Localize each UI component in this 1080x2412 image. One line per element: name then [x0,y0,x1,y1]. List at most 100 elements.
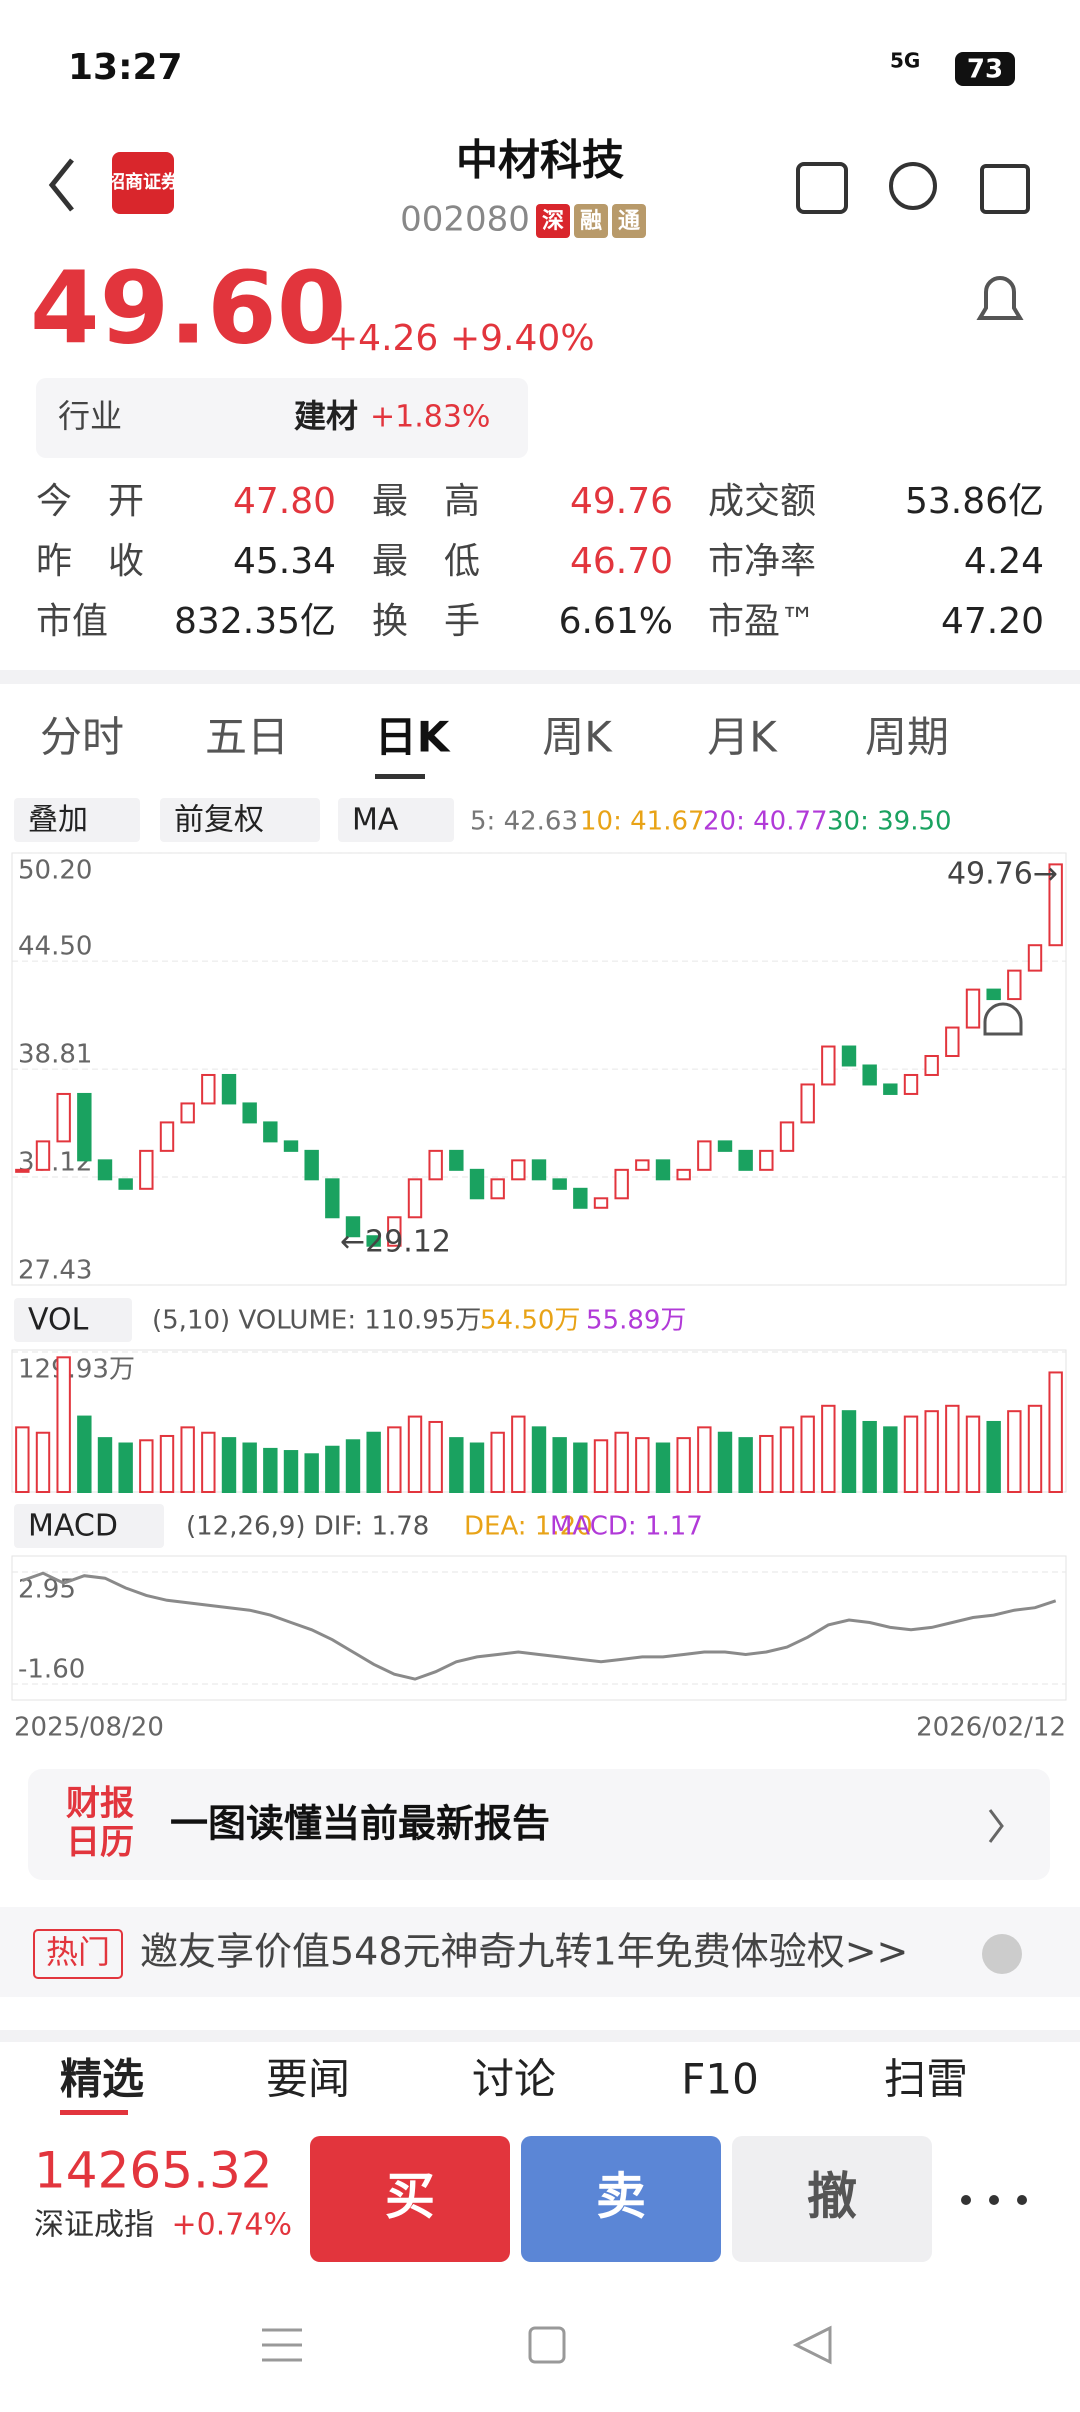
candle [1027,944,1043,972]
toolbar-item[interactable]: 前复权 [174,803,264,838]
candle [325,1178,340,1219]
candle [965,988,981,1029]
chart-tab[interactable]: 分时 [40,713,124,762]
volume-bar [924,1410,939,1493]
close-icon[interactable] [982,1934,1022,1974]
toolbar-item[interactable]: 叠加 [28,803,88,838]
stat-label: 市净率 [708,541,816,582]
volume-bar [490,1431,505,1493]
battery [955,52,1015,86]
volume-bar [779,1426,795,1494]
alert-icon[interactable] [976,276,1024,320]
back-icon[interactable] [48,158,74,212]
volume-bar [449,1437,464,1494]
stat-value: 46.70 [570,541,673,582]
candle [118,1178,133,1190]
cancel-button[interactable] [732,2136,932,2262]
buy-button[interactable] [310,2136,510,2262]
minus-icon[interactable] [796,162,848,214]
chart-tab[interactable]: 周期 [865,713,949,762]
volume-bar [428,1420,443,1493]
chart-tab[interactable]: 月K [707,713,778,762]
selector[interactable]: VOL [28,1303,89,1338]
more-dot[interactable] [989,2195,999,2205]
news-tab[interactable]: 扫雷 [884,2055,968,2104]
news-tab[interactable]: 要闻 [266,2055,350,2104]
tab-indicator [375,774,425,779]
stat-value: 45.34 [233,541,336,582]
candle [924,1055,939,1076]
action-label[interactable]: 卖 [596,2168,646,2226]
share-icon[interactable] [980,164,1030,214]
index-name: 深证成指 [34,2208,154,2243]
more-dot[interactable] [961,2195,971,2205]
volume-bar [986,1420,1001,1493]
volume-bar [1048,1371,1063,1494]
candle [366,1235,381,1247]
volume-bar [841,1410,857,1493]
volume-bar [821,1404,836,1493]
x-label: 2025/08/20 [14,1713,164,1743]
tag-bg [536,204,570,238]
ma-legend: 10: 41.67 [580,807,705,837]
y-tick-label: -1.60 [18,1655,85,1685]
banner-text[interactable]: 邀友享价值548元神奇九转1年免费体验权>> [140,1930,908,1974]
volume-bar [552,1437,567,1494]
industry-box[interactable] [36,378,528,458]
candle [655,1159,671,1181]
ma-legend: 30: 39.50 [827,807,952,837]
action-label[interactable]: 买 [385,2168,435,2226]
y-tick-label: 27.43 [18,1256,92,1286]
candle [1048,863,1063,947]
status-network: 5G [890,49,920,73]
annotation: 49.76→ [947,857,1058,892]
volume-bar [242,1442,257,1493]
candle [841,1045,857,1067]
volume-bar [304,1453,319,1493]
volume-bar [903,1415,919,1494]
ma-legend: 20: 40.77 [703,807,828,837]
volume-bar [1027,1404,1043,1493]
candle [345,1216,361,1238]
candle [945,1026,960,1058]
action-label[interactable]: 撤 [807,2168,857,2226]
tag-border [33,1929,123,1979]
volume-bar [965,1415,981,1494]
nav-home[interactable] [528,2326,566,2364]
report-title[interactable]: 一图读懂当前最新报告 [170,1802,550,1846]
stat-label: 市值 [36,601,108,642]
candle [159,1121,175,1152]
toolbar-item[interactable]: MA [352,803,399,838]
news-tab[interactable]: 讨论 [472,2055,556,2104]
volume-bar [283,1450,299,1494]
report-card[interactable] [28,1769,1050,1880]
separator [0,670,1080,684]
volume-bar [676,1437,691,1494]
news-tab[interactable]: F10 [681,2055,759,2104]
chart-tab[interactable]: 五日 [205,713,289,762]
volume-bar [738,1437,753,1494]
selector[interactable]: MACD [28,1509,118,1544]
volume-bar [345,1439,361,1493]
volume-bar [139,1439,154,1493]
volume-bar [1007,1410,1022,1493]
news-tab[interactable]: 精选 [60,2055,144,2104]
volume-bar [593,1439,609,1493]
volume-bar [159,1434,175,1494]
nav-back[interactable] [792,2325,832,2365]
search-icon[interactable] [889,162,937,210]
separator [0,2030,1080,2042]
chart-tab[interactable]: 日K [375,713,451,762]
change-pct: +9.40% [450,318,595,359]
more-dot[interactable] [1017,2195,1027,2205]
chart-tab[interactable]: 周K [542,713,613,762]
candle [573,1187,588,1209]
candle [697,1140,712,1171]
toolbar-bg [14,798,140,842]
sell-button[interactable] [521,2136,721,2262]
nav-menu[interactable] [262,2328,302,2362]
settings-icon[interactable] [983,1002,1023,1036]
candle [593,1197,609,1209]
stat-label: 最 高 [372,481,480,522]
